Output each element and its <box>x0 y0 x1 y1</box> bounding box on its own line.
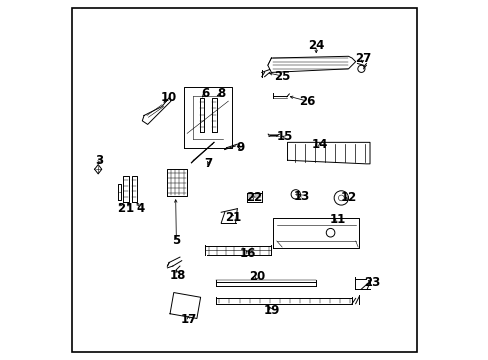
Text: 27: 27 <box>354 51 370 64</box>
Text: 12: 12 <box>340 192 356 204</box>
Text: 16: 16 <box>240 247 256 260</box>
Text: 6: 6 <box>201 87 209 100</box>
Text: 9: 9 <box>236 141 244 154</box>
Text: 5: 5 <box>172 234 180 247</box>
Text: 15: 15 <box>276 130 292 144</box>
Text: 17: 17 <box>181 313 197 327</box>
Text: 21: 21 <box>224 211 241 224</box>
Text: 1: 1 <box>125 202 134 215</box>
Text: 13: 13 <box>293 190 309 203</box>
Text: 4: 4 <box>136 202 144 215</box>
Text: 26: 26 <box>299 95 315 108</box>
Text: 7: 7 <box>204 157 212 170</box>
Text: 19: 19 <box>263 305 279 318</box>
Text: 11: 11 <box>329 213 345 226</box>
Text: 18: 18 <box>170 269 186 282</box>
Text: 8: 8 <box>217 87 225 100</box>
Text: 24: 24 <box>307 39 324 52</box>
Text: 14: 14 <box>311 138 327 150</box>
Text: 25: 25 <box>273 69 290 82</box>
Text: 10: 10 <box>161 91 177 104</box>
Text: 3: 3 <box>95 154 103 167</box>
Text: 20: 20 <box>248 270 264 283</box>
Text: 23: 23 <box>363 276 379 289</box>
Text: 2: 2 <box>117 202 124 215</box>
Text: 22: 22 <box>245 192 262 204</box>
